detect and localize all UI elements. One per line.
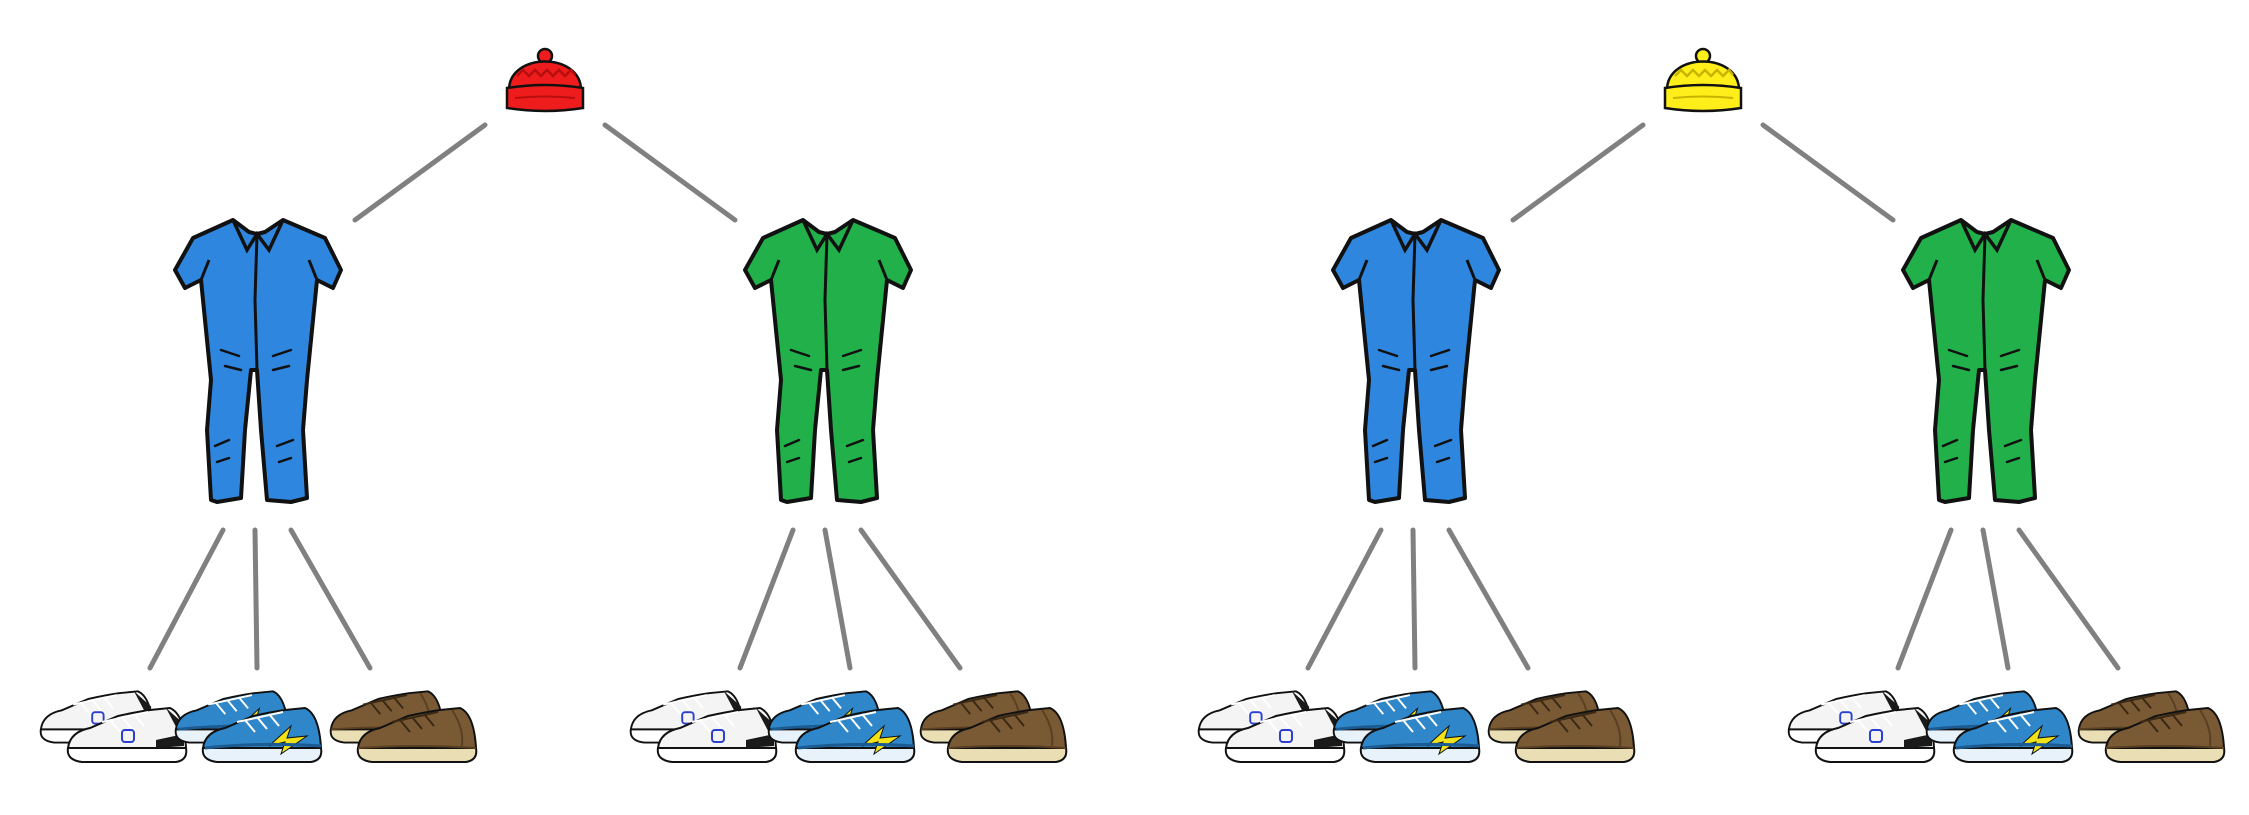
sneaker-blue-icon <box>174 690 323 763</box>
sneaker-blue-icon <box>767 690 916 763</box>
connector-line <box>1980 527 2011 671</box>
connector-line <box>858 527 963 671</box>
sneaker-brown-icon <box>2077 690 2226 763</box>
sneaker-white-icon <box>39 690 188 763</box>
sneaker-white-icon <box>1197 690 1346 763</box>
sneaker-brown-icon <box>919 690 1068 763</box>
sneaker-brown-icon <box>1487 690 1636 763</box>
sneaker-blue-icon <box>1332 690 1481 763</box>
connector-line <box>602 122 738 223</box>
connector-line <box>147 527 226 671</box>
connector-line <box>1760 122 1896 223</box>
sneaker-blue-icon <box>1925 690 2074 763</box>
connector-line <box>288 527 373 671</box>
connector-line <box>1446 527 1531 671</box>
sneaker-brown-icon <box>329 690 478 763</box>
connector-line <box>1510 122 1646 223</box>
outfit-tree <box>39 47 1068 763</box>
hat-icon <box>505 47 585 113</box>
outfit-tree <box>1197 47 2226 763</box>
connector-line <box>1305 527 1384 671</box>
hat-icon <box>1663 47 1743 113</box>
connector-line <box>737 527 796 671</box>
sneaker-white-icon <box>1787 690 1936 763</box>
connector-line <box>822 527 853 671</box>
connector-line <box>352 122 488 223</box>
jumpsuit-icon <box>1331 218 1501 504</box>
connector-line <box>252 527 260 671</box>
sneaker-white-icon <box>629 690 778 763</box>
connector-line <box>1410 527 1418 671</box>
connector-line <box>1895 527 1954 671</box>
diagram-nodes <box>39 47 2226 763</box>
jumpsuit-icon <box>743 218 913 504</box>
connector-lines <box>147 122 2121 671</box>
jumpsuit-icon <box>173 218 343 504</box>
jumpsuit-icon <box>1901 218 2071 504</box>
connector-line <box>2016 527 2121 671</box>
